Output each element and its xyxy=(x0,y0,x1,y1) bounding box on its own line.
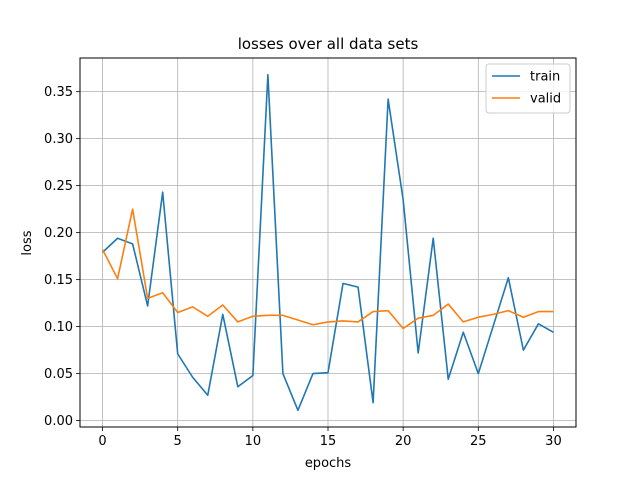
x-tick-label: 30 xyxy=(545,434,562,449)
x-tick-label: 25 xyxy=(470,434,487,449)
x-tick-label: 10 xyxy=(245,434,262,449)
y-axis-ticks: 0.00 0.05 0.10 0.15 0.20 0.25 0.30 0.35 xyxy=(44,85,80,429)
y-tick-label: 0.15 xyxy=(44,273,73,288)
grid-lines xyxy=(80,58,576,427)
x-tick-label: 15 xyxy=(320,434,337,449)
x-tick-label: 5 xyxy=(174,434,182,449)
chart-title: losses over all data sets xyxy=(238,35,419,53)
series-line-valid xyxy=(101,208,554,330)
legend-label-valid: valid xyxy=(530,92,561,107)
plot-lines xyxy=(101,73,554,412)
x-axis-label: epochs xyxy=(305,456,352,471)
y-tick-label: 0.20 xyxy=(44,226,73,241)
y-axis-label: loss xyxy=(20,230,35,255)
legend-label-train: train xyxy=(530,70,560,85)
y-tick-label: 0.30 xyxy=(44,132,73,147)
y-tick-label: 0.00 xyxy=(44,414,73,429)
x-tick-label: 0 xyxy=(98,434,106,449)
series-line-train xyxy=(102,73,554,412)
x-tick-label: 20 xyxy=(395,434,412,449)
y-tick-label: 0.25 xyxy=(44,179,73,194)
y-tick-label: 0.35 xyxy=(44,85,73,100)
y-tick-label: 0.10 xyxy=(44,320,73,335)
y-tick-label: 0.05 xyxy=(44,367,73,382)
legend: train valid xyxy=(485,63,571,114)
x-axis-ticks: 0 5 10 15 20 25 30 xyxy=(98,427,562,449)
